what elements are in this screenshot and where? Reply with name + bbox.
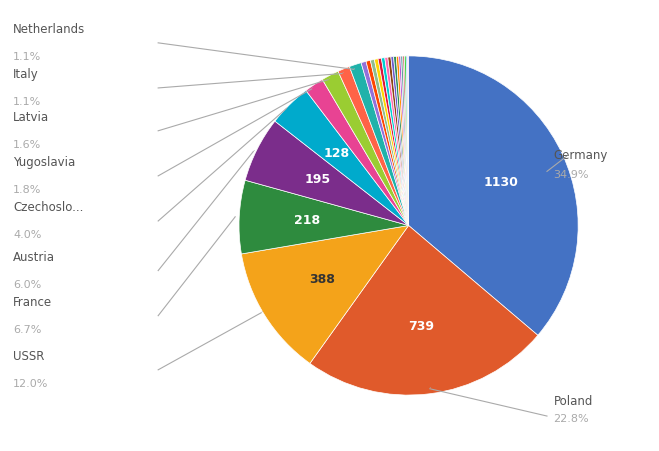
Text: ·: · — [428, 384, 431, 393]
Wedge shape — [385, 57, 409, 226]
Wedge shape — [310, 226, 538, 395]
Wedge shape — [361, 61, 409, 226]
Text: 1.1%: 1.1% — [13, 97, 42, 107]
Wedge shape — [382, 58, 409, 226]
Wedge shape — [322, 71, 409, 226]
Text: ·: · — [234, 212, 236, 221]
Text: 1130: 1130 — [484, 176, 519, 189]
Wedge shape — [399, 56, 409, 226]
Text: ·: · — [310, 84, 313, 93]
Wedge shape — [387, 57, 409, 226]
Text: 1.8%: 1.8% — [13, 185, 42, 195]
Text: 1.1%: 1.1% — [13, 52, 42, 62]
Text: 128: 128 — [324, 147, 350, 160]
Wedge shape — [393, 56, 409, 226]
Wedge shape — [409, 56, 578, 335]
Wedge shape — [306, 79, 409, 226]
Wedge shape — [239, 180, 409, 254]
Wedge shape — [374, 59, 409, 226]
Text: 739: 739 — [408, 320, 434, 333]
Text: ·: · — [285, 104, 288, 113]
Wedge shape — [378, 58, 409, 226]
Wedge shape — [401, 56, 409, 226]
Wedge shape — [275, 91, 409, 226]
Text: 1.6%: 1.6% — [13, 140, 42, 150]
Text: 6.0%: 6.0% — [13, 280, 42, 290]
Wedge shape — [338, 67, 409, 225]
Text: Yugoslavia: Yugoslavia — [13, 156, 75, 169]
Text: ·: · — [260, 308, 262, 317]
Text: Austria: Austria — [13, 251, 55, 264]
Text: Poland: Poland — [554, 395, 593, 408]
Wedge shape — [349, 63, 409, 226]
Text: ·: · — [327, 75, 330, 84]
Text: ·: · — [353, 65, 355, 74]
Wedge shape — [241, 226, 409, 364]
Text: ·: · — [252, 147, 254, 156]
Text: Czechoslo...: Czechoslo... — [13, 201, 84, 214]
Wedge shape — [407, 56, 409, 226]
Text: Germany: Germany — [554, 149, 608, 162]
Text: 388: 388 — [309, 273, 335, 286]
Text: 6.7%: 6.7% — [13, 325, 42, 335]
Text: Latvia: Latvia — [13, 111, 49, 124]
Wedge shape — [396, 56, 409, 226]
Wedge shape — [366, 60, 409, 226]
Wedge shape — [405, 56, 409, 226]
Text: ·: · — [341, 69, 343, 78]
Text: 22.8%: 22.8% — [554, 414, 589, 424]
Text: 4.0%: 4.0% — [13, 230, 42, 240]
Text: 195: 195 — [304, 173, 331, 186]
Wedge shape — [245, 121, 409, 226]
Text: 34.9%: 34.9% — [554, 170, 589, 180]
Text: 218: 218 — [294, 214, 320, 227]
Wedge shape — [403, 56, 409, 226]
Text: ·: · — [565, 152, 567, 161]
Wedge shape — [370, 60, 409, 226]
Text: Netherlands: Netherlands — [13, 23, 86, 36]
Text: 12.0%: 12.0% — [13, 379, 49, 389]
Text: USSR: USSR — [13, 350, 45, 363]
Wedge shape — [406, 56, 409, 226]
Wedge shape — [391, 56, 409, 226]
Text: Italy: Italy — [13, 68, 39, 81]
Text: France: France — [13, 296, 52, 309]
